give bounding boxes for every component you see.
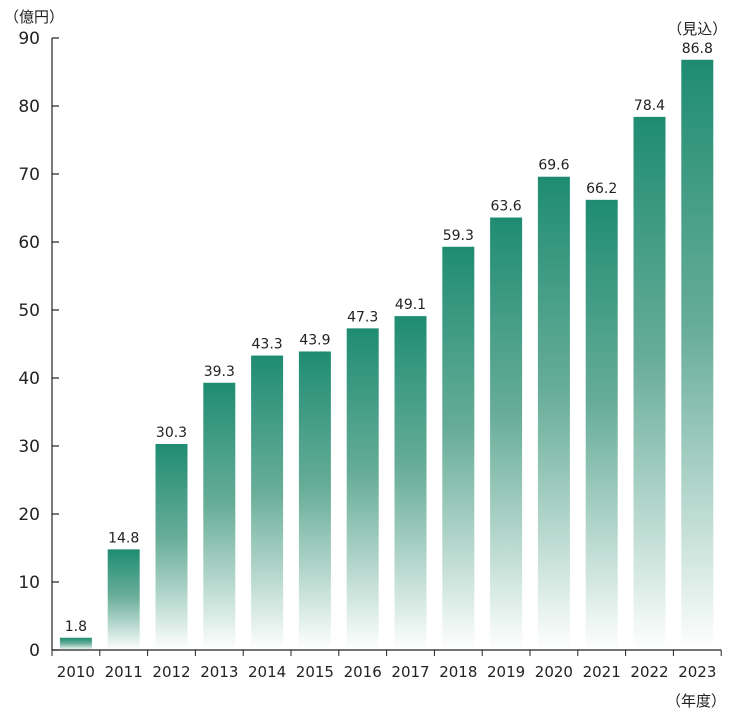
x-tick-label: 2021 [583, 663, 621, 681]
y-tick-label: 30 [18, 437, 40, 457]
bar [633, 116, 666, 650]
bar [59, 637, 92, 650]
bar [346, 328, 379, 650]
bar [442, 246, 475, 650]
bars: 1.8 14.8 30.3 39.3 43.3 43.9 47.3 49.1 59.3 63.6 6… [59, 20, 727, 650]
bar-value-label: 49.1 [395, 297, 426, 313]
y-tick-label: 70 [18, 165, 40, 185]
bar-value-label: 43.3 [252, 337, 283, 353]
y-tick-label: 50 [18, 301, 40, 321]
x-tick-label: 2012 [152, 663, 190, 681]
y-tick-label: 10 [18, 573, 40, 593]
y-tick-label: 80 [18, 97, 40, 117]
bar-value-label: 39.3 [204, 364, 235, 380]
bar [394, 316, 427, 650]
bar-annotation-label: （見込） [667, 20, 727, 38]
bar-value-label: 78.4 [634, 98, 665, 114]
bar-value-label: 30.3 [156, 425, 187, 441]
bar-value-label: 66.2 [586, 181, 617, 197]
bar-value-label: 43.9 [299, 332, 330, 348]
bar-value-label: 47.3 [347, 309, 378, 325]
bar-value-label: 14.8 [108, 530, 139, 546]
bar [251, 355, 284, 650]
bar [155, 443, 188, 650]
x-tick-label: 2018 [439, 663, 477, 681]
bar [681, 59, 714, 650]
bar [585, 199, 618, 650]
x-axis: 2010 2011 2012 2013 2014 2015 2016 2017 2018 2019… [51, 649, 722, 681]
bar [537, 176, 570, 650]
x-tick-label: 2023 [678, 663, 716, 681]
x-tick-label: 2011 [105, 663, 143, 681]
x-tick-label: 2010 [57, 663, 95, 681]
x-tick-label: 2017 [391, 663, 429, 681]
x-tick-label: 2019 [487, 663, 525, 681]
x-tick-label: 2020 [535, 663, 573, 681]
x-tick-label: 2016 [344, 663, 382, 681]
bar-value-label: 59.3 [443, 228, 474, 244]
y-tick-label: 20 [18, 505, 40, 525]
bar [490, 217, 523, 650]
x-tick-label: 2014 [248, 663, 286, 681]
y-axis: 0 10 20 30 40 50 60 70 80 90 [18, 29, 59, 661]
y-tick-label: 0 [29, 641, 40, 661]
x-tick-label: 2015 [296, 663, 334, 681]
y-tick-label: 40 [18, 369, 40, 389]
bar-value-label: 86.8 [682, 41, 713, 57]
x-tick-label: 2022 [630, 663, 668, 681]
y-tick-label: 90 [18, 29, 40, 49]
bar [298, 351, 331, 650]
x-tick-label: 2013 [200, 663, 238, 681]
x-axis-unit-label: （年度） [666, 692, 726, 710]
bar [107, 549, 140, 650]
y-axis-unit-label: （億円） [4, 8, 64, 26]
y-tick-label: 60 [18, 233, 40, 253]
bar-value-label: 1.8 [65, 619, 87, 635]
bar [203, 382, 236, 650]
bar-value-label: 63.6 [491, 199, 522, 215]
bar-value-label: 69.6 [538, 158, 569, 174]
